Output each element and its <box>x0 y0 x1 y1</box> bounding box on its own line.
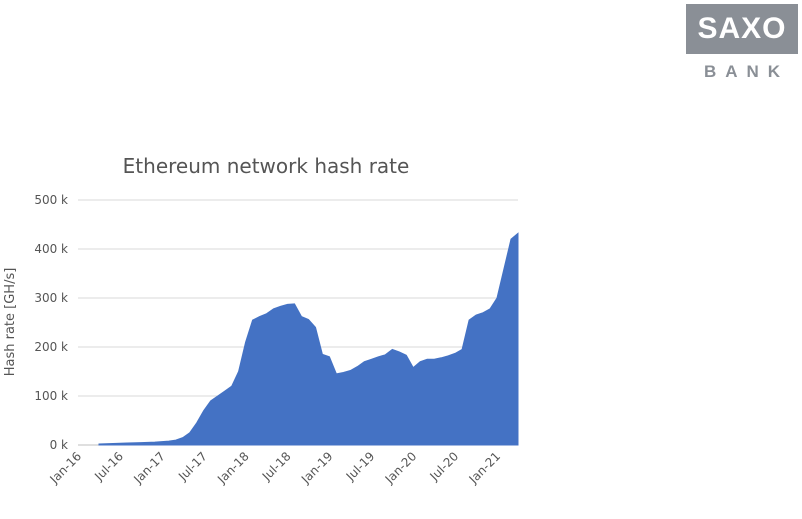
series-area <box>98 232 519 446</box>
x-tick-label: Jan-21 <box>466 449 504 487</box>
x-tick-label: Jan-17 <box>130 449 168 487</box>
x-tick-label: Jul-18 <box>259 449 294 484</box>
y-tick-label: 200 k <box>34 340 68 354</box>
x-tick-label: Jan-18 <box>214 449 252 487</box>
y-tick-label: 300 k <box>34 291 68 305</box>
series-area-path <box>98 232 519 446</box>
chart-title: Ethereum network hash rate <box>123 154 410 178</box>
x-tick-label: Jul-19 <box>343 449 378 484</box>
x-tick-label: Jan-16 <box>47 449 85 487</box>
x-tick-label: Jul-16 <box>91 449 126 484</box>
x-tick-label: Jul-17 <box>175 449 210 484</box>
x-tick-labels: Jan-16 Jul-16 Jan-17 Jul-17 Jan-18 Jul-18 Jan-… <box>47 449 504 487</box>
x-tick-label: Jan-19 <box>298 449 336 487</box>
y-tick-label: 100 k <box>34 389 68 403</box>
x-tick-label: Jan-20 <box>382 449 420 487</box>
saxo-bank-logo: SAXO BANK <box>686 4 798 84</box>
y-tick-label: 500 k <box>34 193 68 207</box>
x-tick-label: Jul-20 <box>427 449 462 484</box>
y-tick-labels: 0 k 100 k 200 k 300 k 400 k 500 k <box>34 193 68 452</box>
logo-box: SAXO <box>686 4 798 54</box>
y-tick-label: 0 k <box>50 438 68 452</box>
y-tick-label: 400 k <box>34 242 68 256</box>
logo-main-text: SAXO <box>697 12 787 45</box>
y-axis-label: Hash rate [GH/s] <box>3 268 18 377</box>
logo-sub-text: BANK <box>703 62 790 81</box>
